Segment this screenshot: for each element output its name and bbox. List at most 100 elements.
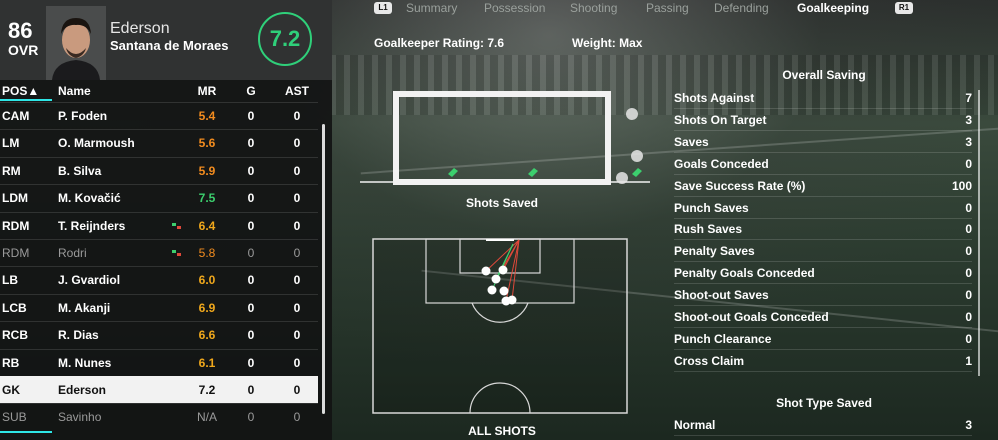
row-position: GK — [2, 383, 20, 397]
stat-divider — [674, 261, 972, 263]
player-first-name: Ederson — [110, 20, 170, 37]
stat-row: Normal 3 — [674, 418, 972, 438]
stat-value: 0 — [965, 222, 972, 237]
row-match-rating: 6.4 — [198, 218, 216, 233]
row-position: LM — [2, 136, 20, 151]
substitution-icon — [172, 222, 182, 229]
row-assists: 0 — [293, 218, 301, 233]
stat-label: Cross Claim — [674, 353, 745, 368]
row-player-name: O. Marmoush — [58, 136, 135, 151]
table-row[interactable]: SUB Savinho N/A 0 0 — [0, 403, 318, 430]
row-assists: 0 — [293, 246, 301, 260]
assists-header[interactable]: AST — [285, 84, 309, 98]
stat-row: Shots On Target 3 — [674, 113, 972, 133]
tab-possession[interactable]: Possession — [484, 1, 546, 15]
stats-scrollbar[interactable] — [978, 90, 980, 376]
row-position: LCB — [2, 300, 27, 315]
table-row[interactable]: LDM M. Kovačić 7.5 0 0 — [0, 184, 318, 211]
lineup-panel: 86 OVR Ederson Santana de Moraes 7.2 POS… — [0, 0, 332, 440]
sort-pos-header[interactable]: POS▲ — [2, 84, 40, 98]
row-match-rating: 6.6 — [198, 328, 216, 343]
table-row[interactable]: RCB R. Dias 6.6 0 0 — [0, 321, 318, 348]
table-row[interactable]: LM O. Marmoush 5.6 0 0 — [0, 129, 318, 156]
tab-summary[interactable]: Summary — [406, 1, 458, 15]
row-assists: 0 — [293, 410, 301, 425]
stat-label: Punch Clearance — [674, 331, 772, 346]
stat-row: Shoot-out Goals Conceded 0 — [674, 310, 972, 330]
row-match-rating: 6.0 — [198, 273, 216, 288]
weight-filter[interactable]: Weight: Max — [572, 36, 643, 50]
tab-passing[interactable]: Passing — [646, 1, 689, 15]
table-row[interactable]: CAM P. Foden 5.4 0 0 — [0, 102, 318, 129]
table-row[interactable]: GK Ederson 7.2 0 0 — [0, 376, 318, 403]
stat-divider — [674, 217, 972, 219]
stat-divider — [674, 435, 972, 436]
tab-goalkeeping[interactable]: Goalkeeping — [797, 1, 870, 15]
stat-value: 3 — [965, 112, 972, 127]
tab-defending[interactable]: Defending — [714, 1, 769, 15]
stat-row: Punch Saves 0 — [674, 201, 972, 221]
sort-indicator — [0, 99, 52, 101]
stat-label: Punch Saves — [674, 200, 749, 215]
stat-value: 0 — [965, 288, 972, 303]
stat-value: 100 — [951, 178, 972, 193]
row-goals: 0 — [247, 163, 255, 178]
table-row[interactable]: LB J. Gvardiol 6.0 0 0 — [0, 266, 318, 293]
match-rating-badge: 7.2 — [258, 12, 312, 66]
stat-divider — [674, 305, 972, 307]
stat-label: Shots Against — [674, 91, 755, 105]
stat-row: Save Success Rate (%) 100 — [674, 179, 972, 199]
stat-divider — [674, 129, 972, 131]
name-header[interactable]: Name — [58, 84, 91, 98]
stat-row: Penalty Goals Conceded 0 — [674, 266, 972, 286]
r1-button-icon[interactable]: R1 — [895, 2, 913, 14]
stat-row: Saves 3 — [674, 135, 972, 155]
crowd-backdrop — [330, 55, 998, 115]
row-goals: 0 — [247, 300, 255, 315]
stat-value: 0 — [965, 266, 972, 281]
stat-value: 0 — [965, 331, 972, 346]
row-position: LDM — [2, 191, 28, 206]
row-player-name: T. Reijnders — [58, 218, 126, 233]
stat-divider — [674, 173, 972, 175]
table-row[interactable]: RM B. Silva 5.9 0 0 — [0, 156, 318, 184]
l1-button-icon[interactable]: L1 — [374, 2, 392, 14]
row-goals: 0 — [247, 355, 255, 370]
row-assists: 0 — [293, 109, 301, 123]
row-player-name: M. Kovačić — [58, 191, 121, 206]
row-goals: 0 — [247, 328, 255, 343]
stat-value: 7 — [965, 91, 972, 105]
sub-section-indicator — [0, 431, 52, 433]
table-row[interactable]: LCB M. Akanji 6.9 0 0 — [0, 293, 318, 321]
player-ovr-label: OVR — [8, 42, 39, 58]
stat-divider — [674, 195, 972, 197]
row-position: RCB — [2, 328, 28, 343]
stat-label: Rush Saves — [674, 222, 743, 237]
row-goals: 0 — [247, 109, 255, 123]
tab-shooting[interactable]: Shooting — [570, 1, 618, 15]
row-match-rating: 6.9 — [198, 300, 216, 315]
stat-divider — [674, 370, 972, 372]
row-match-rating: 6.1 — [198, 355, 216, 370]
row-assists: 0 — [293, 273, 301, 288]
row-goals: 0 — [247, 218, 255, 233]
player-avatar — [46, 6, 106, 80]
stat-label: Shoot-out Saves — [674, 288, 769, 303]
stat-value: 0 — [965, 200, 972, 215]
mr-header[interactable]: MR — [197, 84, 217, 98]
table-row[interactable]: RDM T. Reijnders 6.4 0 0 — [0, 211, 318, 239]
table-row[interactable]: RDM Rodri 5.8 0 0 — [0, 239, 318, 266]
row-match-rating: N/A — [196, 410, 217, 425]
row-player-name: B. Silva — [58, 163, 102, 178]
stat-row: Penalty Saves 0 — [674, 244, 972, 264]
stat-label: Goals Conceded — [674, 156, 769, 171]
substitution-icon — [172, 250, 182, 256]
row-match-rating: 5.8 — [198, 246, 216, 260]
lineup-scrollbar[interactable] — [322, 124, 325, 414]
stat-divider — [674, 239, 972, 241]
lineup-table-header: POS▲ Name MR G AST — [0, 80, 332, 102]
goals-header[interactable]: G — [246, 84, 256, 98]
stat-row: Cross Claim 1 — [674, 354, 972, 374]
table-row[interactable]: RB M. Nunes 6.1 0 0 — [0, 348, 318, 376]
shots-saved-caption: Shots Saved — [465, 196, 539, 210]
